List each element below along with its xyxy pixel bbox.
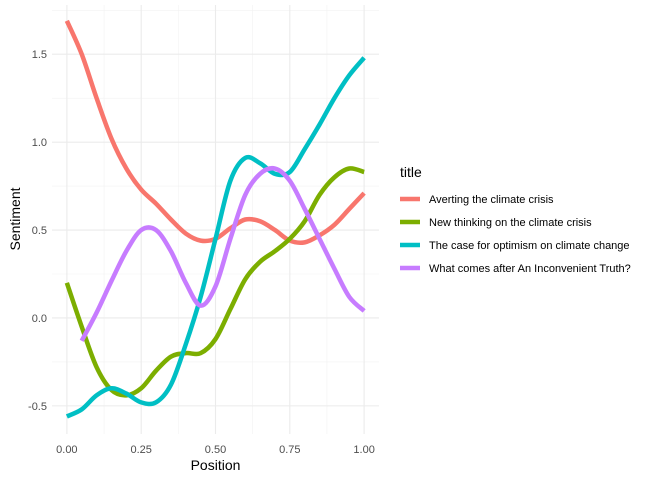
x-tick-label: 0.25 xyxy=(130,444,151,456)
legend-item-the-case-for-optimism-on-climate-change: The case for optimism on climate change xyxy=(400,240,630,252)
y-tick-label: 1.5 xyxy=(32,49,47,61)
x-tick-label: 0.75 xyxy=(279,444,300,456)
series-line-new-thinking-on-the-climate-crisis xyxy=(64,166,365,398)
legend-title: title xyxy=(400,164,422,180)
legend-label-what-comes-after-an-inconvenient-truth: What comes after An Inconvenient Truth? xyxy=(429,263,631,275)
series-line-the-case-for-optimism-on-climate-change xyxy=(65,56,366,419)
legend: title Averting the climate crisis New thi… xyxy=(400,164,631,275)
legend-label-averting-the-climate-crisis: Averting the climate crisis xyxy=(429,194,554,206)
series-layer xyxy=(64,19,366,419)
y-axis-title: Sentiment xyxy=(7,187,23,250)
legend-item-averting-the-climate-crisis: Averting the climate crisis xyxy=(400,194,554,206)
legend-label-new-thinking-on-the-climate-crisis: New thinking on the climate crisis xyxy=(429,217,592,229)
y-axis-ticks: -0.5 0.0 0.5 1.0 1.5 xyxy=(28,49,47,413)
y-tick-label: -0.5 xyxy=(28,401,47,413)
x-axis-title: Position xyxy=(191,457,241,473)
legend-items: Averting the climate crisis New thinking … xyxy=(400,194,631,275)
y-tick-label: 0.0 xyxy=(32,313,47,325)
x-tick-label: 0.00 xyxy=(56,444,77,456)
x-tick-label: 0.50 xyxy=(205,444,226,456)
legend-item-new-thinking-on-the-climate-crisis: New thinking on the climate crisis xyxy=(400,217,592,229)
series-line-what-comes-after-an-inconvenient-truth xyxy=(79,165,366,342)
x-axis-ticks: 0.00 0.25 0.50 0.75 1.00 xyxy=(56,444,375,456)
grid-major xyxy=(52,5,379,434)
legend-label-the-case-for-optimism-on-climate-change: The case for optimism on climate change xyxy=(429,240,630,252)
legend-item-what-comes-after-an-inconvenient-truth: What comes after An Inconvenient Truth? xyxy=(400,263,631,275)
y-tick-label: 0.5 xyxy=(32,225,47,237)
y-tick-label: 1.0 xyxy=(32,137,47,149)
x-tick-label: 1.00 xyxy=(353,444,374,456)
